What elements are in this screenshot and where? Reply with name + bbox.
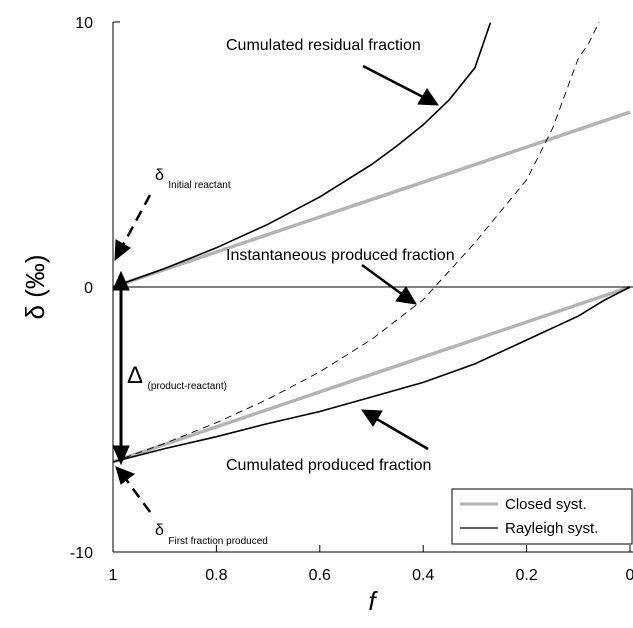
annotation-instantaneous-produced: Instantaneous produced fraction: [226, 247, 455, 264]
series-closed-produced: [112, 285, 631, 464]
y-axis-label: δ (‰): [20, 254, 50, 319]
y-tick-label: 0: [84, 280, 93, 297]
arrow-delta-initial-head: [114, 239, 131, 262]
series-rayleigh-residual: [112, 22, 492, 288]
annotation-delta-first: δ First fraction produced: [155, 522, 268, 547]
arrow-instantaneous: [361, 263, 404, 297]
x-tick-label: 0.6: [309, 567, 331, 584]
legend-rayleigh-label: Rayleigh syst.: [505, 520, 598, 537]
arrow-produced: [374, 416, 429, 451]
arrow-instantaneous-head: [395, 286, 417, 305]
series-rayleigh-produced: [112, 286, 631, 463]
series-rayleigh-instantaneous: [112, 21, 600, 463]
legend-box: [451, 488, 633, 545]
arrow-residual-head: [417, 88, 439, 106]
delta-first-symbol: δ: [155, 522, 164, 539]
capital-delta-symbol: Δ: [127, 362, 143, 389]
delta-first-subscript: First fraction produced: [168, 536, 268, 547]
annotation-delta-initial: δ Initial reactant: [155, 167, 231, 191]
arrow-double-delta-bottom-head: [112, 445, 130, 466]
delta-initial-subscript: Initial reactant: [168, 180, 230, 191]
x-tick-label: 0.8: [205, 567, 227, 584]
y-tick-label: -10: [70, 545, 93, 562]
capital-delta-subscript: (product-reactant): [147, 381, 226, 392]
arrow-residual: [362, 64, 426, 100]
arrow-produced-head: [361, 409, 383, 427]
legend-closed-label: Closed syst.: [505, 496, 587, 513]
delta-initial-symbol: δ: [155, 167, 164, 184]
legend: Closed syst. Rayleigh syst.: [451, 488, 633, 545]
x-tick-label: 0.2: [515, 567, 537, 584]
arrow-delta-first: [123, 477, 152, 513]
x-tick-label: 0.4: [412, 567, 434, 584]
arrows: [112, 64, 439, 513]
x-tick-label: 1: [109, 567, 118, 584]
plot-lines: [112, 21, 631, 464]
x-tick-label: 0: [626, 567, 633, 584]
annotation-cumulated-residual: Cumulated residual fraction: [226, 37, 421, 54]
arrow-double-delta-top-head: [112, 270, 130, 291]
x-axis-label: f: [368, 586, 378, 616]
annotation-cumulated-produced: Cumulated produced fraction: [226, 457, 431, 474]
y-tick-label: 10: [75, 15, 93, 32]
arrow-delta-first-head: [115, 466, 136, 485]
arrow-delta-initial: [121, 194, 152, 246]
series-closed-residual: [112, 110, 631, 289]
annotation-delta-product-reactant: Δ (product-reactant): [127, 362, 227, 392]
